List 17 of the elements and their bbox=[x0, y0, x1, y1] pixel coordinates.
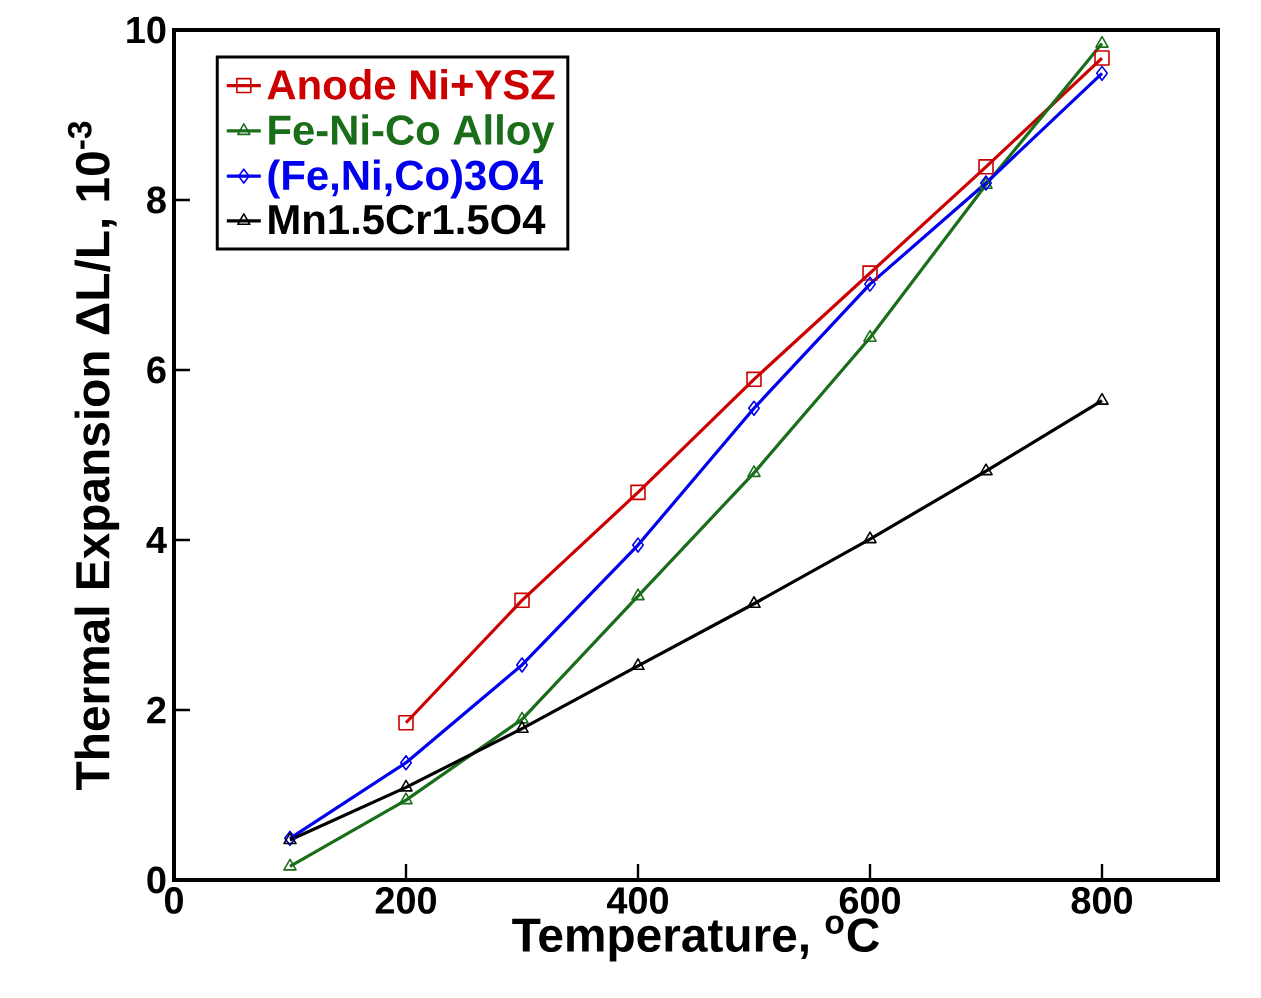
y-tick-label: 4 bbox=[146, 526, 167, 554]
legend-label: Mn1.5Cr1.5O4 bbox=[269, 204, 546, 235]
legend-label: Anode Ni+YSZ bbox=[267, 68, 555, 100]
y-axis-title: Thermal Expansion ΔL/L, 10$^{-3}$ bbox=[67, 121, 120, 790]
y-tick-label: 2 bbox=[147, 696, 166, 724]
y-tick-label: 10 bbox=[127, 16, 166, 44]
legend-label: Fe-Ni-Co Alloy bbox=[269, 114, 555, 154]
x-tick-label: 400 bbox=[606, 887, 669, 914]
x-tick-label: 0 bbox=[164, 887, 183, 914]
x-axis-title: Temperature, $^{o}$C bbox=[512, 915, 880, 962]
y-tick-label: 0 bbox=[147, 866, 166, 894]
x-tick-label: 200 bbox=[375, 887, 437, 914]
x-tick-label: 800 bbox=[1071, 887, 1133, 914]
x-tick-label: 600 bbox=[839, 887, 901, 914]
y-tick-label: 6 bbox=[147, 356, 166, 384]
legend-label: (Fe,Ni,Co)3O4 bbox=[268, 159, 543, 199]
y-tick-label: 8 bbox=[147, 186, 166, 214]
